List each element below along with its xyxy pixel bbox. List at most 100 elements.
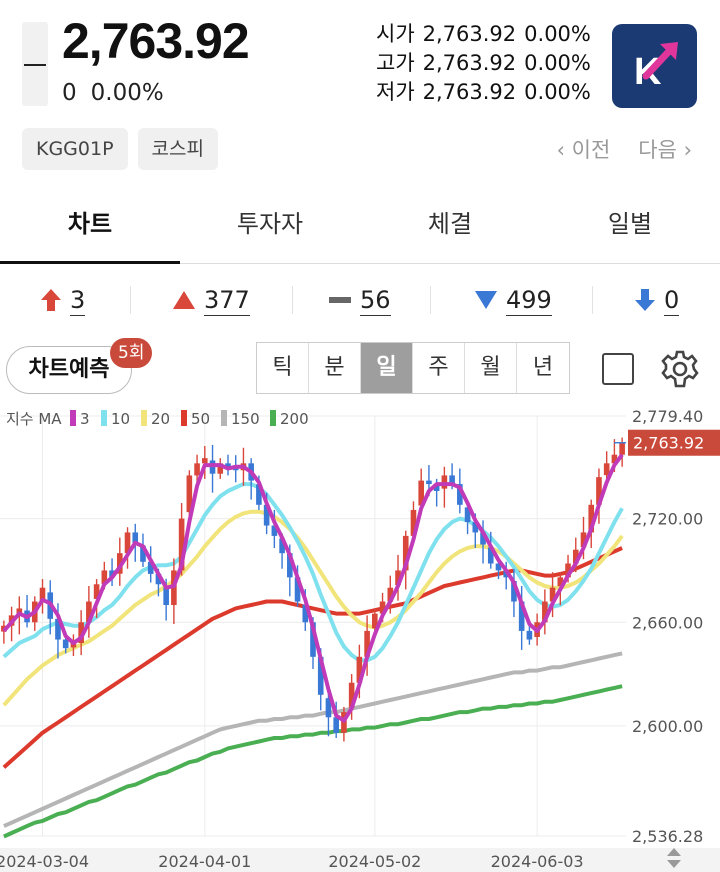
candle-body	[387, 587, 394, 602]
candle-body	[379, 601, 386, 614]
predict-count-badge: 5회	[110, 338, 153, 368]
period-selector: 틱 분 일 주 월 년	[256, 342, 570, 394]
candle-body	[78, 622, 84, 643]
candle-body	[480, 532, 486, 545]
low-row: 저가 2,763.92 0.00%	[376, 78, 599, 107]
y-tick-label: 2,720.00	[632, 510, 703, 529]
candle-body	[580, 532, 587, 548]
ma3-line	[2, 453, 624, 723]
settings-gear-icon[interactable]	[660, 349, 700, 389]
candle-body	[186, 475, 193, 513]
candle-body	[433, 484, 440, 491]
candle-body	[124, 532, 131, 554]
tab-investors[interactable]: 투자자	[236, 210, 304, 238]
candle-body	[202, 458, 208, 464]
legend-swatch-20	[141, 410, 147, 426]
ma10-line	[2, 482, 624, 663]
lower-limit-arrow-icon	[635, 289, 655, 311]
candle-body	[178, 518, 185, 571]
candle-body	[317, 656, 324, 695]
open-label: 시가	[376, 22, 415, 46]
x-tick-label: 2024-04-01	[158, 852, 251, 871]
fall-stat[interactable]: 499	[474, 276, 552, 324]
candle-body	[619, 442, 625, 455]
rise-stat[interactable]: 377	[172, 276, 250, 324]
chart-toolbar: 차트예측 5회 틱 분 일 주 월 년	[0, 338, 720, 400]
high-value: 2,763.92	[422, 51, 517, 75]
open-row: 시가 2,763.92 0.00%	[376, 20, 599, 49]
current-price: 2,763.92	[62, 13, 250, 69]
candle-body	[557, 577, 564, 587]
y-tick-label: 2,779.40	[632, 407, 703, 426]
prev-link[interactable]: ‹ 이전	[556, 138, 611, 162]
candle-body	[194, 463, 200, 476]
y-tick-label: 2,660.00	[632, 613, 703, 632]
y-tick-label: 2,536.28	[632, 827, 703, 846]
tab-daily[interactable]: 일별	[607, 210, 653, 238]
candle-body	[526, 630, 533, 640]
y-tick-label: 2,600.00	[632, 717, 703, 736]
period-month[interactable]: 월	[465, 343, 517, 393]
legend-label-20: 20	[151, 410, 170, 428]
candle-body	[333, 717, 339, 733]
candle-body	[542, 601, 548, 623]
fullscreen-toggle-button[interactable]	[602, 353, 634, 385]
tab-trades[interactable]: 체결	[427, 210, 473, 238]
candle-body	[464, 507, 471, 523]
upper-limit-stat[interactable]: 3	[40, 276, 86, 324]
candle-body	[62, 639, 69, 649]
candle-body	[93, 584, 100, 599]
candle-body	[310, 622, 316, 657]
high-label: 고가	[376, 51, 415, 75]
period-day[interactable]: 일	[361, 343, 413, 393]
ma20-line	[2, 509, 624, 707]
lower-limit-stat[interactable]: 0	[634, 276, 680, 324]
candle-body	[410, 509, 417, 536]
price-change: 0 0.00%	[62, 80, 178, 106]
candle-body	[449, 475, 455, 485]
period-year[interactable]: 년	[532, 355, 554, 380]
market-chip[interactable]: 코스피	[137, 128, 218, 170]
legend-swatch-50	[181, 410, 187, 426]
candle-body	[263, 504, 270, 526]
rise-count: 377	[204, 285, 250, 316]
market-breadth: 3 377 56 499 0	[0, 276, 720, 324]
fall-count: 499	[506, 285, 552, 316]
candle-body	[372, 613, 378, 629]
period-minute[interactable]: 분	[309, 343, 361, 393]
candle-body	[279, 538, 285, 554]
candle-body	[457, 484, 463, 505]
candle-body	[287, 553, 293, 578]
next-link[interactable]: 다음 ›	[638, 138, 692, 162]
legend-swatch-3	[70, 410, 76, 426]
candle-body	[217, 463, 224, 474]
candle-body	[588, 504, 595, 533]
fall-triangle-icon	[475, 291, 497, 309]
legend-label-50: 50	[191, 410, 210, 428]
candle-body	[325, 698, 332, 718]
candle-body	[364, 630, 370, 657]
flat-stat[interactable]: 56	[328, 276, 391, 324]
x-tick-label: 2024-06-03	[491, 852, 584, 871]
legend-swatch-150	[221, 410, 227, 426]
ma200-line	[3, 684, 623, 839]
candle-body	[86, 601, 92, 623]
candle-body	[572, 549, 579, 564]
candle-body	[395, 570, 401, 586]
price-chart[interactable]: 지수 MA 3 10 20 50 150 200 2,779.40 2,720.00 2,660.…	[0, 402, 720, 872]
period-tick[interactable]: 틱	[257, 343, 309, 393]
legend-label-3: 3	[80, 410, 90, 428]
candle-body	[39, 587, 46, 602]
open-value: 2,763.92	[422, 22, 517, 46]
candle-body	[472, 522, 479, 533]
high-row: 고가 2,763.92 0.00%	[376, 49, 599, 78]
low-pct: 0.00%	[524, 80, 591, 104]
app-logo[interactable]: K	[612, 24, 697, 108]
low-label: 저가	[376, 80, 415, 104]
candle-body	[271, 525, 278, 536]
period-week[interactable]: 주	[413, 343, 465, 393]
tab-chart[interactable]: 차트	[0, 186, 180, 264]
candle-body	[356, 656, 363, 683]
candle-body	[132, 532, 139, 543]
candle-body	[55, 618, 61, 640]
